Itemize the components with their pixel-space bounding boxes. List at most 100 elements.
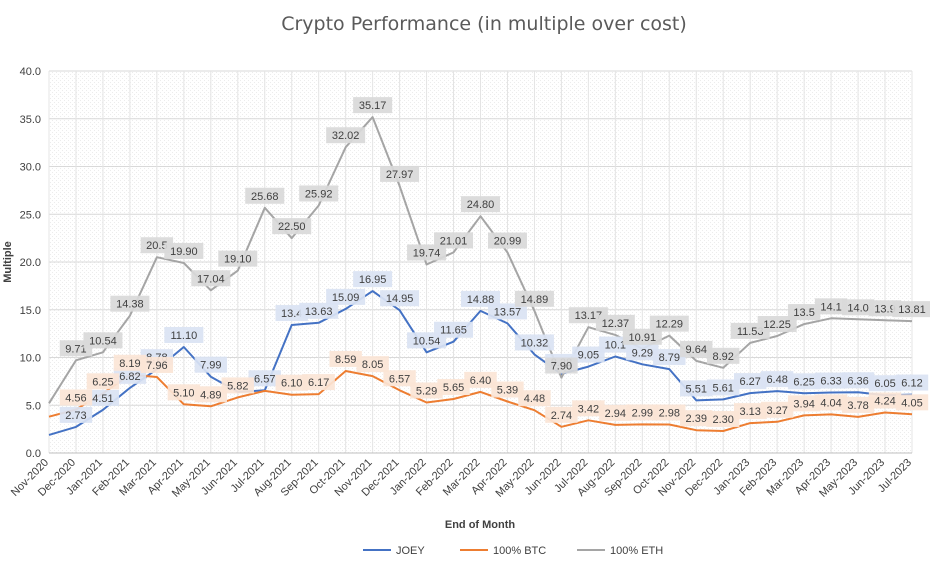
data-label: 19.74 <box>407 244 447 261</box>
data-label-box <box>191 270 231 287</box>
data-label-box <box>380 165 420 182</box>
data-label: 9.64 <box>680 340 713 357</box>
data-label: 3.42 <box>572 400 605 417</box>
data-label-text: 8.19 <box>119 358 140 370</box>
data-label: 4.56 <box>59 389 93 406</box>
data-label: 14.89 <box>514 290 554 307</box>
data-label: 6.17 <box>302 374 335 391</box>
data-label-box <box>545 406 578 423</box>
data-label: 16.95 <box>353 271 393 288</box>
data-label: 6.25 <box>86 373 120 390</box>
data-label: 4.04 <box>814 394 848 411</box>
data-label-box <box>841 299 875 316</box>
data-label-text: 2.73 <box>65 410 86 422</box>
data-label-text: 8.59 <box>335 354 356 366</box>
data-label: 8.05 <box>356 356 389 373</box>
data-label: 14.1 <box>814 298 848 315</box>
data-label-box <box>760 371 794 388</box>
data-label-box <box>649 315 689 332</box>
data-label-text: 13.63 <box>305 306 333 318</box>
data-label: 5.29 <box>410 382 443 399</box>
data-label-text: 6.82 <box>119 371 140 383</box>
data-label-box <box>86 373 120 390</box>
data-label: 14.0 <box>841 299 875 316</box>
data-label-text: 14.89 <box>521 294 549 306</box>
data-label-box <box>626 344 659 361</box>
data-label-text: 7.90 <box>551 361 572 373</box>
data-label-box <box>353 271 393 288</box>
data-label-box <box>491 381 524 398</box>
data-label-box <box>434 232 474 249</box>
data-label: 11.10 <box>164 326 204 343</box>
data-label-text: 8.05 <box>362 359 383 371</box>
data-label-text: 11.10 <box>170 330 197 342</box>
data-label-box <box>487 303 527 320</box>
data-label: 3.94 <box>787 395 821 412</box>
data-label-box <box>164 326 204 343</box>
data-label-box <box>59 389 93 406</box>
data-label: 20.99 <box>487 232 527 249</box>
data-label-box <box>353 97 393 114</box>
data-label-text: 3.94 <box>793 398 814 410</box>
data-label-text: 2.99 <box>632 407 653 419</box>
data-label-box <box>194 356 228 373</box>
data-label: 13.57 <box>487 303 527 320</box>
y-tick-label: 40.0 <box>20 66 41 78</box>
data-label-text: 6.36 <box>847 375 868 387</box>
data-label: 5.82 <box>221 377 254 394</box>
data-label-box <box>814 372 848 389</box>
data-label: 4.48 <box>518 390 551 407</box>
data-label: 10.32 <box>514 334 554 351</box>
data-label: 5.10 <box>167 384 201 401</box>
data-label-text: 14.88 <box>467 294 495 306</box>
data-label-text: 3.27 <box>766 405 787 417</box>
data-label: 6.48 <box>760 371 794 388</box>
data-label-box <box>83 332 123 349</box>
data-label-text: 9.05 <box>578 350 599 362</box>
data-label-box <box>514 290 554 307</box>
data-label-text: 9.29 <box>632 347 653 359</box>
data-label-text: 20.5 <box>146 240 167 252</box>
data-label-box <box>221 377 254 394</box>
data-label-box <box>622 328 662 345</box>
y-tick-label: 30.0 <box>20 162 41 174</box>
data-label-box <box>626 404 659 421</box>
data-label-text: 19.74 <box>413 247 441 259</box>
data-label-box <box>814 394 848 411</box>
data-label: 12.25 <box>757 316 797 333</box>
data-label-box <box>113 354 147 371</box>
data-label-text: 2.74 <box>551 410 572 422</box>
data-label-text: 14.38 <box>116 299 144 311</box>
data-label-text: 9.64 <box>686 344 707 356</box>
data-label-box <box>434 321 474 338</box>
data-label-text: 6.25 <box>793 376 814 388</box>
data-label: 8.79 <box>653 349 686 366</box>
data-label: 15.09 <box>326 288 366 305</box>
data-label-box <box>272 218 312 235</box>
data-label: 25.92 <box>299 185 339 202</box>
data-label: 2.94 <box>599 404 632 421</box>
data-label-text: 12.25 <box>763 319 791 331</box>
data-label-box <box>653 404 686 421</box>
data-label-text: 5.65 <box>443 382 464 394</box>
data-label-box <box>194 386 228 403</box>
data-label: 3.78 <box>841 396 875 413</box>
data-label-box <box>380 290 420 307</box>
data-label-box <box>733 403 767 420</box>
data-label-text: 13.81 <box>898 304 926 316</box>
data-label-text: 4.56 <box>65 392 86 404</box>
data-label-box <box>59 406 93 423</box>
data-label: 3.27 <box>760 401 794 418</box>
data-label-text: 5.39 <box>497 385 518 397</box>
data-label-text: 12.37 <box>602 318 630 330</box>
data-label-box <box>760 401 794 418</box>
data-label-box <box>707 411 740 428</box>
series-line-joey <box>48 290 913 436</box>
data-label-box <box>572 400 605 417</box>
data-label: 14.38 <box>110 295 150 312</box>
data-label: 7.90 <box>545 357 578 374</box>
data-label: 4.89 <box>194 386 228 403</box>
data-label-box <box>572 346 605 363</box>
data-label-text: 19.90 <box>170 246 198 258</box>
